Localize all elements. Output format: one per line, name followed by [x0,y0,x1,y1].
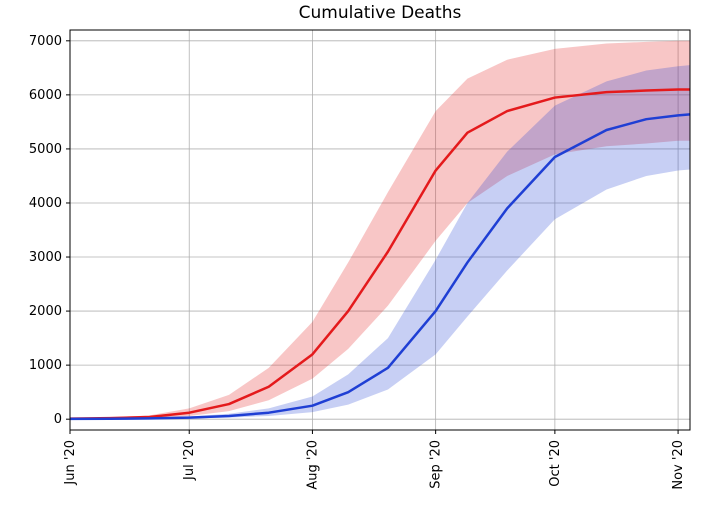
y-tick-labels: 0 1000 2000 3000 4000 5000 6000 7000 [29,34,62,427]
confidence-bands [70,41,690,419]
chart-container: Cumulative Deaths 0 1000 2000 3000 4000 5000 6… [0,0,702,522]
y-tick-label: 6000 [29,88,62,103]
x-tick-labels: Jun '20 Jul '20 Aug '20 Sep '20 Oct '20 Nov '… [63,440,686,490]
y-tick-label: 2000 [29,304,62,319]
chart-title: Cumulative Deaths [299,3,462,23]
y-tick-label: 0 [54,412,62,427]
x-tick-label: Jun '20 [63,440,78,486]
x-tick-label: Sep '20 [429,440,444,489]
y-tick-label: 5000 [29,142,62,157]
x-tick-label: Nov '20 [671,440,686,490]
chart-svg: Cumulative Deaths 0 1000 2000 3000 4000 5000 6… [0,0,702,522]
y-tick-label: 4000 [29,196,62,211]
x-tick-label: Jul '20 [182,440,197,481]
y-tick-label: 7000 [29,34,62,49]
y-tick-label: 3000 [29,250,62,265]
x-tick-label: Oct '20 [548,440,563,487]
x-tick-label: Aug '20 [305,440,320,490]
y-tick-label: 1000 [29,358,62,373]
